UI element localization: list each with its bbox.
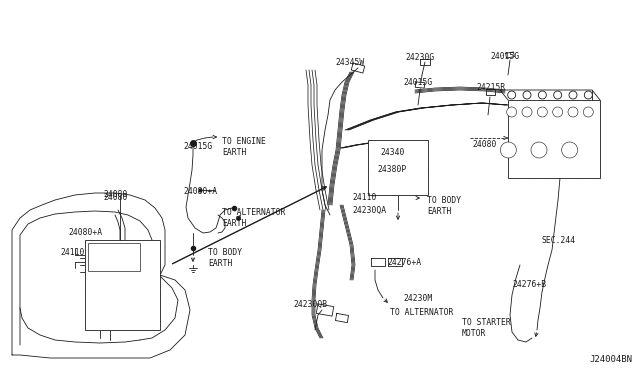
Circle shape bbox=[538, 91, 547, 99]
Text: 24110: 24110 bbox=[352, 193, 376, 202]
Text: EARTH: EARTH bbox=[222, 148, 246, 157]
Circle shape bbox=[584, 91, 593, 99]
Polygon shape bbox=[351, 63, 365, 73]
Text: 24230QB: 24230QB bbox=[293, 300, 327, 309]
Bar bbox=[368, 140, 428, 195]
Text: 24080: 24080 bbox=[472, 140, 497, 149]
Text: 24015G: 24015G bbox=[403, 78, 432, 87]
Text: 24230G: 24230G bbox=[405, 53, 435, 62]
Text: 24080+A: 24080+A bbox=[183, 187, 217, 196]
Text: EARTH: EARTH bbox=[208, 259, 232, 268]
Text: J24004BN: J24004BN bbox=[589, 355, 632, 364]
Circle shape bbox=[523, 91, 531, 99]
Polygon shape bbox=[506, 52, 515, 58]
Circle shape bbox=[554, 91, 562, 99]
Circle shape bbox=[569, 91, 577, 99]
Bar bbox=[85, 240, 160, 330]
Text: TO ENGINE: TO ENGINE bbox=[222, 137, 266, 146]
Text: 24345W: 24345W bbox=[335, 58, 364, 67]
Text: 24015G: 24015G bbox=[490, 52, 519, 61]
Text: 24340: 24340 bbox=[380, 148, 404, 157]
Text: EARTH: EARTH bbox=[222, 219, 246, 228]
Circle shape bbox=[507, 107, 516, 117]
Text: MOTOR: MOTOR bbox=[462, 329, 486, 338]
Text: 24080: 24080 bbox=[103, 193, 127, 202]
Circle shape bbox=[553, 107, 563, 117]
Circle shape bbox=[562, 142, 578, 158]
Circle shape bbox=[500, 142, 516, 158]
Text: 24080+A: 24080+A bbox=[68, 228, 102, 237]
Circle shape bbox=[538, 107, 547, 117]
Text: 24380P: 24380P bbox=[377, 165, 406, 174]
Text: 24276+B: 24276+B bbox=[512, 280, 546, 289]
Text: SEC.244: SEC.244 bbox=[541, 236, 575, 245]
Circle shape bbox=[522, 107, 532, 117]
Text: TO BODY: TO BODY bbox=[427, 196, 461, 205]
Text: 24215R: 24215R bbox=[476, 83, 505, 92]
Circle shape bbox=[508, 91, 516, 99]
Text: TO ALTERNATOR: TO ALTERNATOR bbox=[222, 208, 285, 217]
Bar bbox=[508, 100, 600, 178]
Text: EARTH: EARTH bbox=[427, 207, 451, 216]
Polygon shape bbox=[415, 82, 425, 88]
Polygon shape bbox=[420, 59, 430, 65]
Text: 24110: 24110 bbox=[60, 248, 84, 257]
Bar bbox=[88, 243, 140, 271]
Polygon shape bbox=[388, 258, 402, 266]
Text: TO STARTER: TO STARTER bbox=[462, 318, 511, 327]
Polygon shape bbox=[316, 304, 333, 316]
Polygon shape bbox=[335, 314, 349, 323]
Circle shape bbox=[568, 107, 578, 117]
Text: 24080: 24080 bbox=[103, 190, 127, 199]
Text: TO ALTERNATOR: TO ALTERNATOR bbox=[390, 308, 453, 317]
Text: 24230M: 24230M bbox=[403, 294, 432, 303]
Text: TO BODY: TO BODY bbox=[208, 248, 242, 257]
Circle shape bbox=[531, 142, 547, 158]
Polygon shape bbox=[486, 89, 495, 95]
Text: 24230QA: 24230QA bbox=[352, 206, 386, 215]
Polygon shape bbox=[371, 258, 385, 266]
Circle shape bbox=[583, 107, 593, 117]
Text: 24015G: 24015G bbox=[183, 142, 212, 151]
Text: 24276+A: 24276+A bbox=[387, 258, 421, 267]
